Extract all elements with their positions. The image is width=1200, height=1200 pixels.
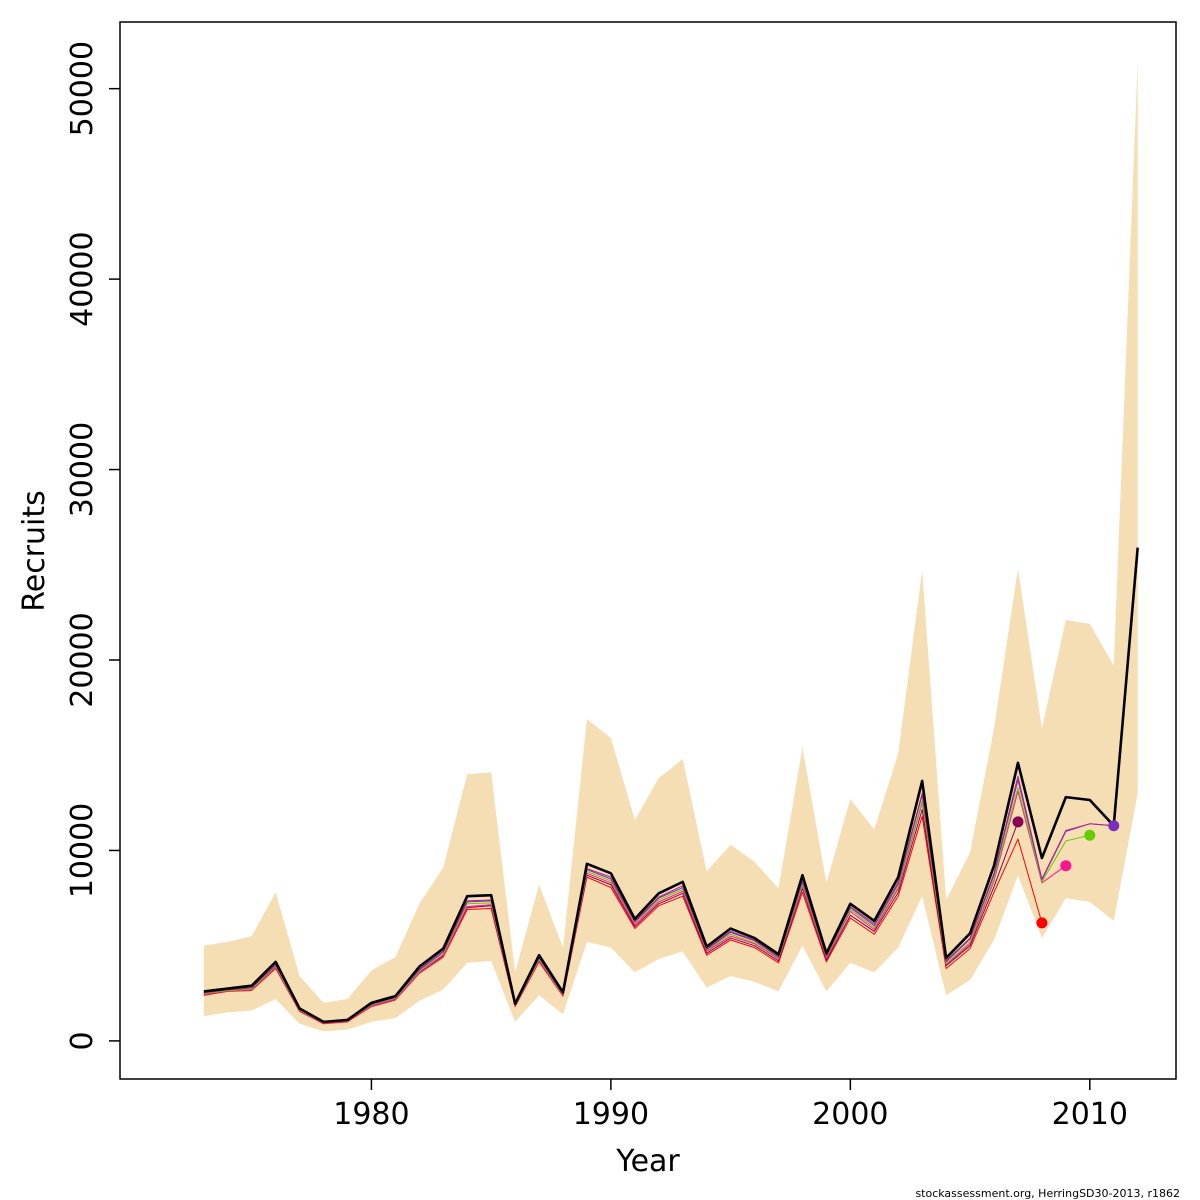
y-tick-label: 50000 — [65, 41, 100, 136]
x-tick-label: 1990 — [573, 1097, 649, 1132]
confidence-band — [203, 61, 1138, 1032]
confidence-band-layer — [203, 61, 1138, 1032]
series-end-point-5 — [1084, 829, 1096, 841]
series-end-point-4 — [1060, 860, 1072, 872]
y-tick-label: 40000 — [65, 231, 100, 326]
x-axis-title: Year — [615, 1144, 680, 1179]
x-tick-label: 1980 — [333, 1097, 409, 1132]
plot-frame — [119, 21, 1177, 1080]
y-tick-label: 0 — [65, 1031, 100, 1050]
x-tick-label: 2010 — [1052, 1097, 1128, 1132]
y-tick-label: 20000 — [65, 612, 100, 707]
x-tick-label: 2000 — [812, 1097, 888, 1132]
series-layer — [203, 547, 1139, 1025]
series-end-point-3 — [1012, 816, 1024, 828]
series-end-point-2 — [1036, 917, 1048, 929]
y-tick-label: 10000 — [65, 803, 100, 898]
x-axis: 1980 1990 2000 2010 — [333, 1079, 1128, 1132]
series-line-1 — [203, 547, 1139, 1024]
y-axis-title: Recruits — [17, 490, 52, 612]
y-tick-label: 30000 — [65, 422, 100, 517]
end-points-layer — [1012, 816, 1120, 929]
series-end-point-6 — [1108, 820, 1120, 832]
credit-text: stockassessment.org, HerringSD30-2013, r… — [915, 1187, 1180, 1200]
y-axis: 0 10000 20000 30000 40000 50000 — [65, 41, 120, 1050]
